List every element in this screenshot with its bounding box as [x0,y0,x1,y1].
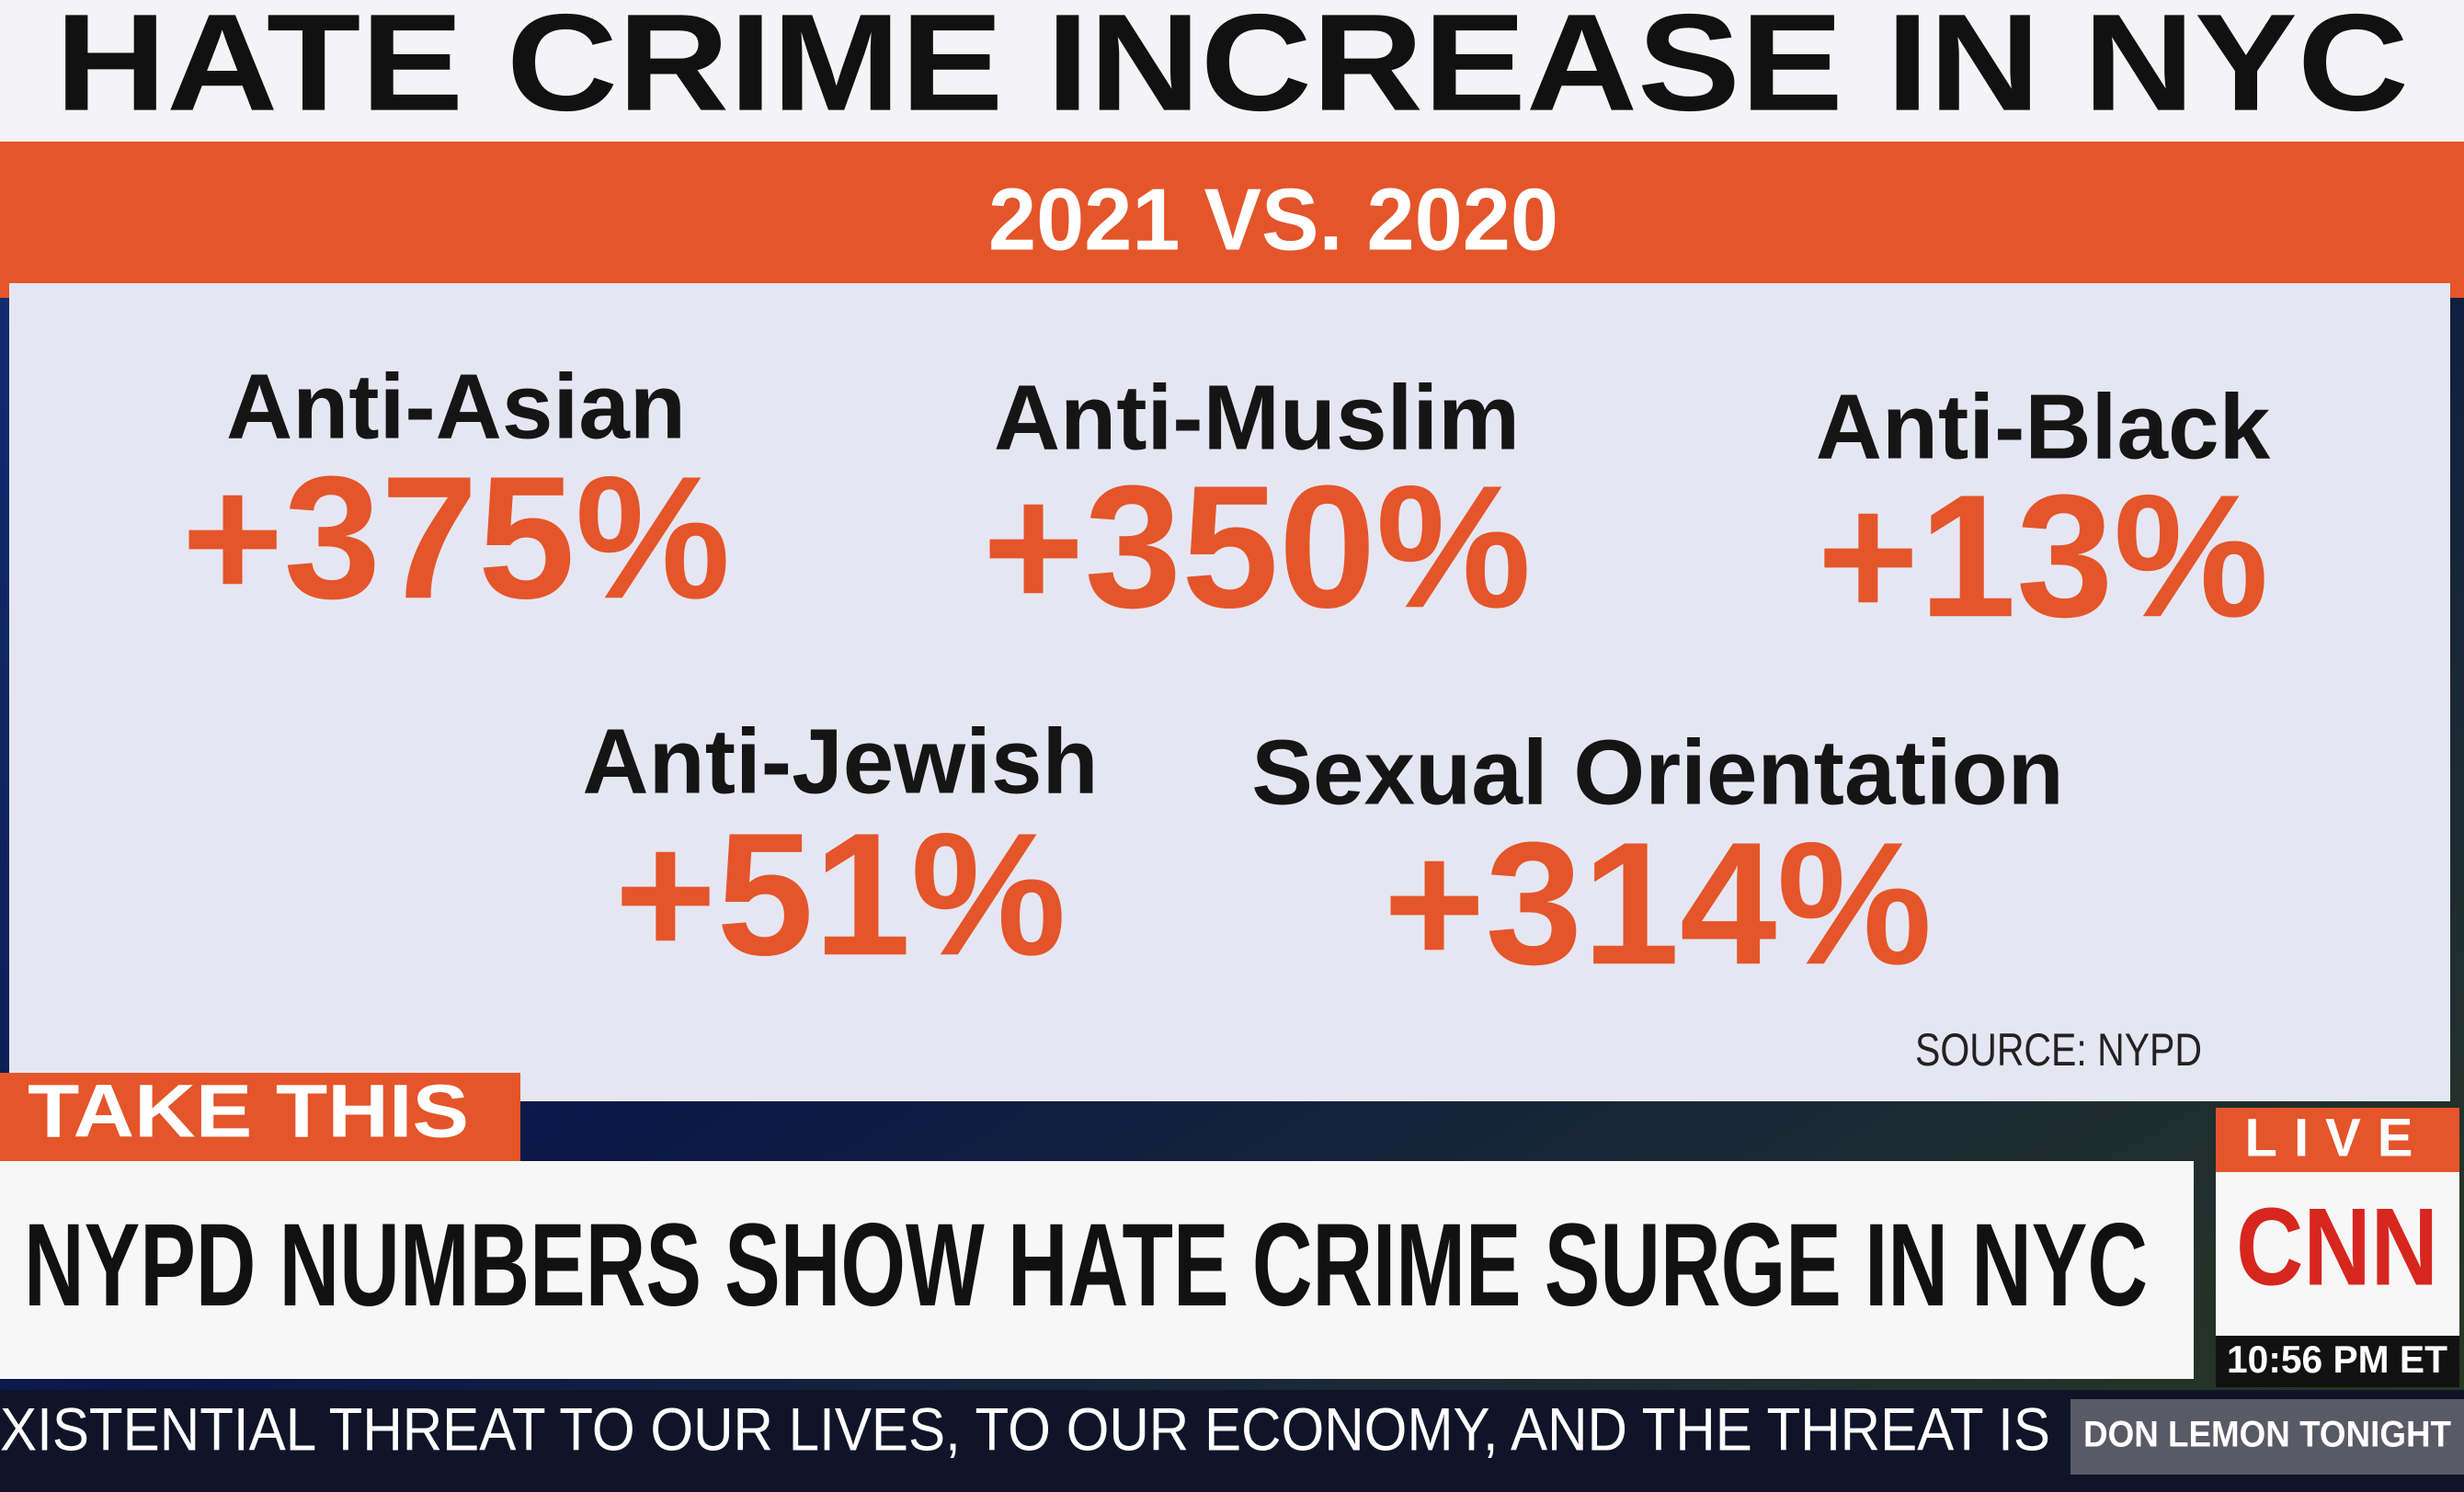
stat-label: Sexual Orientation [1251,721,2064,824]
tag-box [0,1073,520,1161]
network-logo: CNN [2236,1186,2438,1309]
headline: NYPD NUMBERS SHOW HATE CRIME SURGE IN NY… [24,1200,2148,1331]
stat-value: +51% [614,797,1066,992]
show-box [2070,1399,2464,1475]
stat-label: Anti-Jewish [582,710,1098,813]
headline-bar [0,1161,2194,1379]
time: 10:56 PM ET [2227,1338,2447,1381]
stat-value: +13% [1817,459,2268,654]
stats-panel [9,283,2450,1101]
title: HATE CRIME INCREASE IN NYC [55,0,2409,140]
show-name: DON LEMON TONIGHT [2083,1415,2451,1455]
stat-value: +375% [182,440,731,635]
logo-box [2216,1172,2459,1336]
tag: TAKE THIS [28,1070,469,1154]
live: LIVE [2245,1108,2430,1167]
stats: Anti-Asian+375% Anti-Muslim+350% Anti-Blac… [182,355,2271,1001]
ticker-text: XISTENTIAL THREAT TO OUR LIVES, TO OUR E… [0,1395,2050,1463]
stat-value: +314% [1384,806,1933,1001]
stat-value: +350% [983,450,1532,644]
source: SOURCE: NYPD [1915,1024,2202,1076]
ticker-bar [0,1390,2464,1492]
stat-label: Anti-Asian [226,355,686,458]
stat-label: Anti-Muslim [994,366,1520,469]
time-box [2216,1336,2459,1387]
stat-label: Anti-Black [1816,375,2271,478]
subtitle: 2021 VS. 2020 [988,170,1558,268]
title-bar [0,0,2464,143]
live-box [2216,1108,2459,1172]
subtitle-bar [0,142,2464,298]
